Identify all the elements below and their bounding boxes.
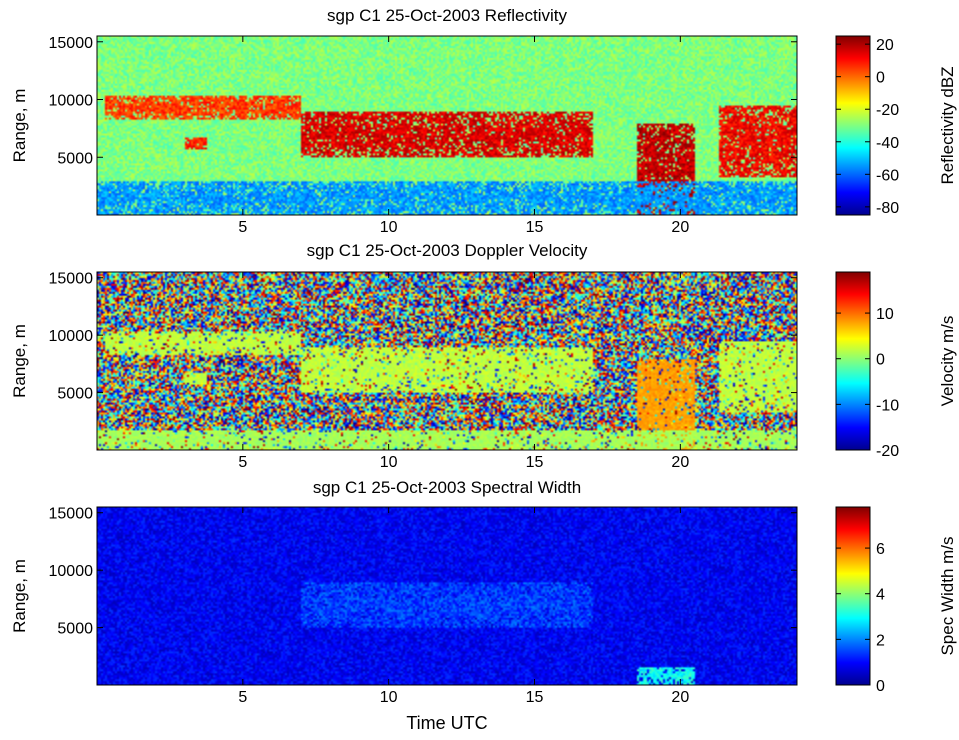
y-tick-label: 10000 xyxy=(49,93,94,110)
plot-frame xyxy=(96,506,798,686)
y-tick-label: 15000 xyxy=(49,506,94,523)
x-ticks: 5 10 15 20 xyxy=(238,272,689,471)
x-ticks: 5 10 15 20 xyxy=(238,507,689,706)
colorbar-tick-label: 6 xyxy=(876,541,885,558)
y-tick-label: 10000 xyxy=(49,328,94,345)
panel-title: sgp C1 25-Oct-2003 Doppler Velocity xyxy=(307,241,588,260)
plot-frame xyxy=(96,271,798,451)
y-axis-label: Range, m xyxy=(10,559,29,633)
colorbar-tick-label: -20 xyxy=(876,443,899,460)
x-tick-label: 5 xyxy=(238,689,247,706)
plot-frame xyxy=(96,35,798,216)
y-ticks: 5000 10000 15000 xyxy=(49,35,797,167)
y-axis-label: Range, m xyxy=(10,324,29,398)
y-tick-label: 5000 xyxy=(57,386,93,403)
colorbar xyxy=(835,506,871,686)
x-ticks: 5 10 15 20 xyxy=(238,36,689,236)
colorbar-tick-label: 4 xyxy=(876,587,885,604)
x-tick-label: 15 xyxy=(526,689,544,706)
colorbar-label: Reflectivity dBZ xyxy=(938,66,957,184)
x-tick-label: 5 xyxy=(238,219,247,236)
colorbar-ticks: 20 0 -20 -40 -60 -80 xyxy=(836,37,899,217)
x-tick-label: 10 xyxy=(380,454,398,471)
x-tick-label: 10 xyxy=(380,689,398,706)
y-tick-label: 10000 xyxy=(49,563,94,580)
colorbar-tick-label: -80 xyxy=(876,200,899,217)
colorbar-tick-label: 20 xyxy=(876,37,894,54)
x-tick-label: 10 xyxy=(380,219,398,236)
colorbar-ticks: 6 4 2 0 xyxy=(836,541,885,695)
colorbar xyxy=(835,35,871,216)
x-tick-label: 20 xyxy=(671,689,689,706)
x-tick-label: 15 xyxy=(526,219,544,236)
x-tick-label: 20 xyxy=(671,219,689,236)
colorbar-ticks: 10 0 -10 -20 xyxy=(836,306,899,460)
panel-reflectivity: sgp C1 25-Oct-2003 Reflectivity 5 10 15 20 … xyxy=(10,6,957,236)
heatmap-image xyxy=(97,272,797,450)
colorbar-label: Spec Width m/s xyxy=(938,536,957,655)
colorbar-tick-label: 0 xyxy=(876,352,885,369)
panel-doppler-velocity: sgp C1 25-Oct-2003 Doppler Velocity 5 10 1… xyxy=(10,241,957,471)
heatmap-image xyxy=(97,36,797,215)
y-tick-label: 15000 xyxy=(49,271,94,288)
x-tick-label: 15 xyxy=(526,454,544,471)
panel-spectral-width: sgp C1 25-Oct-2003 Spectral Width 5 10 15 2… xyxy=(10,478,957,706)
colorbar-tick-label: 0 xyxy=(876,678,885,695)
colorbar-tick-label: -40 xyxy=(876,135,899,152)
colorbar-tick-label: 0 xyxy=(876,70,885,87)
colorbar-tick-label: -20 xyxy=(876,102,899,119)
x-tick-label: 20 xyxy=(671,454,689,471)
x-tick-label: 5 xyxy=(238,454,247,471)
y-axis-label: Range, m xyxy=(10,89,29,163)
y-tick-label: 5000 xyxy=(57,150,93,167)
heatmap-image xyxy=(97,507,797,685)
x-axis-label: Time UTC xyxy=(406,713,487,733)
panel-title: sgp C1 25-Oct-2003 Spectral Width xyxy=(313,478,581,497)
colorbar-label: Velocity m/s xyxy=(938,316,957,407)
panel-title: sgp C1 25-Oct-2003 Reflectivity xyxy=(327,6,567,25)
colorbar-tick-label: 2 xyxy=(876,632,885,649)
colorbar-tick-label: -60 xyxy=(876,167,899,184)
colorbar-tick-label: 10 xyxy=(876,306,894,323)
colorbar-tick-label: -10 xyxy=(876,397,899,414)
y-tick-label: 15000 xyxy=(49,35,94,52)
colorbar xyxy=(835,271,871,451)
y-ticks: 5000 10000 15000 xyxy=(49,506,797,638)
y-tick-label: 5000 xyxy=(57,621,93,638)
y-ticks: 5000 10000 15000 xyxy=(49,271,797,403)
